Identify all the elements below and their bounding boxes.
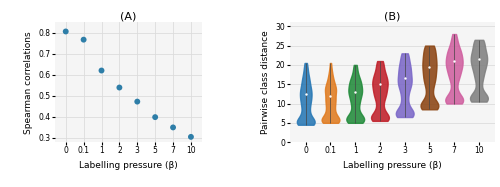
- Point: [326, 94, 334, 97]
- Point: [151, 116, 159, 119]
- Point: [400, 77, 408, 80]
- Point: [187, 135, 195, 138]
- Point: [134, 100, 141, 103]
- Point: [80, 38, 88, 41]
- Point: [116, 86, 124, 89]
- Point: [169, 126, 177, 129]
- Point: [450, 59, 458, 62]
- Title: (B): (B): [384, 12, 400, 22]
- X-axis label: Labelling pressure (β): Labelling pressure (β): [343, 161, 442, 170]
- Y-axis label: Pairwise class distance: Pairwise class distance: [261, 30, 270, 134]
- Point: [351, 91, 359, 94]
- Point: [98, 69, 106, 72]
- Point: [376, 83, 384, 86]
- Point: [62, 30, 70, 33]
- Point: [426, 65, 434, 68]
- Title: (A): (A): [120, 12, 136, 22]
- Point: [475, 58, 483, 61]
- X-axis label: Labelling pressure (β): Labelling pressure (β): [79, 161, 178, 170]
- Point: [302, 92, 310, 95]
- Y-axis label: Spearman correlations: Spearman correlations: [24, 31, 33, 134]
